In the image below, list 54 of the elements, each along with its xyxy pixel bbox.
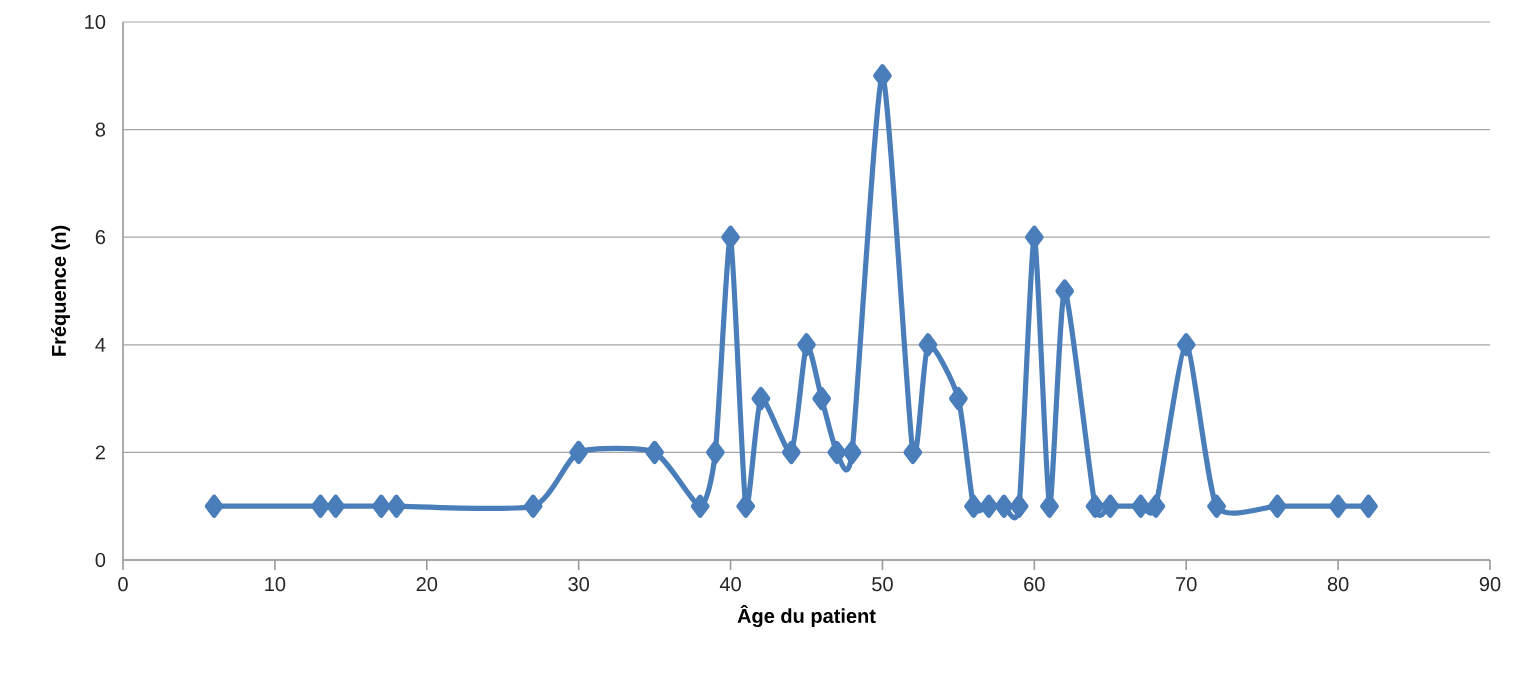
y-tick-label: 8 bbox=[95, 122, 106, 137]
point bbox=[645, 440, 664, 464]
x-tick-label: 20 bbox=[416, 577, 438, 592]
point bbox=[797, 333, 816, 357]
point bbox=[690, 494, 710, 518]
point bbox=[1207, 494, 1226, 518]
point bbox=[1146, 494, 1166, 518]
y-tick-label: 2 bbox=[95, 445, 105, 460]
x-tick-label: 40 bbox=[719, 577, 741, 592]
point bbox=[1176, 333, 1196, 357]
point bbox=[1359, 494, 1378, 518]
x-tick-label: 30 bbox=[568, 577, 590, 592]
y-tick-label: 0 bbox=[95, 552, 106, 568]
point bbox=[964, 494, 983, 518]
x-tick-label: 10 bbox=[265, 577, 286, 592]
point bbox=[751, 386, 771, 411]
point bbox=[326, 494, 345, 518]
point bbox=[1100, 494, 1120, 518]
y-tick-label: 10 bbox=[85, 14, 106, 30]
point bbox=[523, 494, 543, 518]
point bbox=[204, 494, 224, 518]
point bbox=[706, 440, 725, 464]
point bbox=[1040, 494, 1059, 518]
x-tick-label: 70 bbox=[1176, 577, 1197, 592]
point bbox=[949, 386, 968, 411]
point bbox=[569, 440, 589, 464]
point bbox=[387, 494, 406, 518]
point bbox=[371, 494, 391, 518]
point bbox=[1328, 494, 1348, 518]
y-tick-label: 4 bbox=[95, 337, 106, 352]
y-axis-title: Fréquence (n) bbox=[51, 225, 70, 356]
point bbox=[827, 440, 847, 464]
point bbox=[1267, 494, 1287, 518]
point bbox=[918, 333, 938, 357]
point bbox=[1009, 494, 1029, 518]
point bbox=[812, 386, 832, 411]
x-tick-label: 80 bbox=[1327, 577, 1349, 592]
x-tick-label: 60 bbox=[1024, 577, 1045, 592]
point bbox=[842, 440, 862, 464]
x-tick-label: 50 bbox=[872, 577, 893, 592]
point bbox=[994, 494, 1014, 518]
point bbox=[736, 494, 756, 518]
point bbox=[311, 494, 330, 518]
point bbox=[903, 440, 923, 464]
point bbox=[1024, 225, 1044, 249]
point bbox=[979, 494, 999, 518]
x-tick-label: 90 bbox=[1479, 577, 1501, 592]
y-tick-label: 6 bbox=[95, 230, 106, 245]
x-tick-label: 0 bbox=[118, 577, 128, 592]
point bbox=[1131, 494, 1150, 518]
point bbox=[721, 225, 740, 249]
point bbox=[1085, 494, 1105, 518]
x-axis-title: Âge du patient bbox=[737, 604, 876, 628]
point bbox=[781, 440, 801, 464]
